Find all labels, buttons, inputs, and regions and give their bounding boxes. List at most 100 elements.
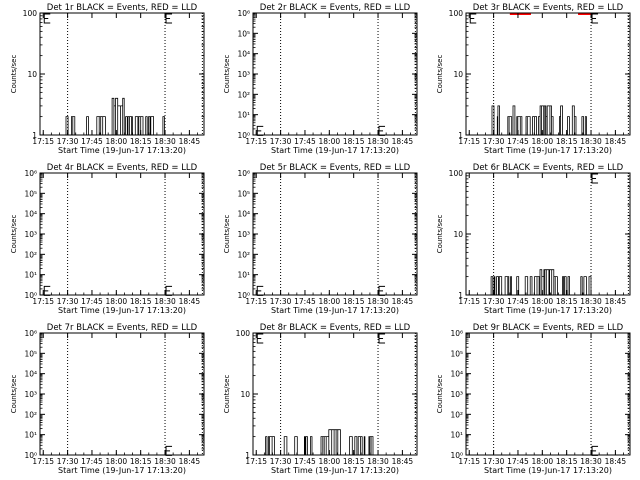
x-tick-label: 17:15 (458, 457, 480, 466)
x-tick-label: 17:15 (32, 297, 54, 306)
x-tick-label: 17:15 (245, 457, 267, 466)
x-tick-label: 17:45 (81, 457, 103, 466)
plot-frame (39, 172, 205, 296)
x-tick-label: 17:15 (245, 297, 267, 306)
panel-title: Det 8r BLACK = Events, RED = LLD (260, 323, 411, 333)
panel-title: Det 6r BLACK = Events, RED = LLD (473, 163, 624, 173)
x-axis-label: Start Time (19-Jun-17 17:13:20) (484, 306, 612, 315)
y-tick-label: 10⁰ (237, 291, 250, 300)
events-series (65, 97, 167, 136)
x-tick-label: 17:30 (270, 457, 292, 466)
y-tick-label: 10⁴ (237, 210, 250, 219)
x-tick-label: 18:30 (580, 457, 602, 466)
legend-glyph (165, 285, 173, 296)
y-tick-label: 10² (237, 90, 250, 99)
x-tick-label: 17:15 (245, 137, 267, 146)
plot-frame (39, 12, 205, 136)
y-tick-label: 10⁶ (450, 329, 463, 338)
x-tick-label: 17:15 (32, 457, 54, 466)
x-tick-label: 18:00 (319, 457, 341, 466)
panel-title: Det 5r BLACK = Events, RED = LLD (260, 163, 411, 173)
y-tick-label: 10 (453, 70, 463, 79)
y-axis-label: Counts/sec (436, 375, 444, 414)
y-axis-label: Counts/sec (10, 215, 18, 254)
x-tick-label: 18:45 (179, 137, 201, 146)
legend-glyph (256, 285, 264, 296)
panel-title: Det 9r BLACK = Events, RED = LLD (473, 323, 624, 333)
legend-glyph (378, 125, 386, 136)
plot-frame (252, 12, 418, 136)
x-axis-label: Start Time (19-Jun-17 17:13:20) (58, 146, 186, 155)
y-tick-label: 10⁴ (24, 210, 37, 219)
x-tick-label: 17:30 (270, 297, 292, 306)
y-tick-label: 10² (24, 410, 37, 419)
x-axis-label: Start Time (19-Jun-17 17:13:20) (271, 306, 399, 315)
x-tick-label: 18:45 (392, 457, 414, 466)
x-axis-label: Start Time (19-Jun-17 17:13:20) (58, 306, 186, 315)
y-tick-label: 10² (237, 250, 250, 259)
panel-title: Det 7r BLACK = Events, RED = LLD (47, 323, 198, 333)
legend-glyph (378, 333, 386, 344)
y-tick-label: 10¹ (450, 431, 463, 440)
y-tick-label: 10¹ (237, 271, 250, 280)
y-tick-label: 10⁰ (237, 131, 250, 140)
x-tick-label: 17:30 (57, 137, 79, 146)
y-tick-label: 100 (236, 329, 251, 338)
y-axis-label: Counts/sec (223, 215, 231, 254)
x-tick-label: 17:15 (458, 137, 480, 146)
legend-glyph (165, 445, 173, 456)
x-tick-label: 18:30 (367, 457, 389, 466)
panel-det-5: Det 5r BLACK = Events, RED = LLD Counts/s… (223, 163, 418, 315)
legend-glyph (469, 13, 477, 24)
y-tick-label: 10³ (237, 70, 250, 79)
y-axis-label: Counts/sec (223, 55, 231, 94)
y-axis-label: Counts/sec (10, 375, 18, 414)
x-axis-label: Start Time (19-Jun-17 17:13:20) (271, 466, 399, 475)
y-tick-label: 1 (245, 451, 250, 460)
y-tick-label: 10 (453, 230, 463, 239)
x-tick-label: 18:00 (532, 137, 554, 146)
x-tick-label: 17:30 (57, 457, 79, 466)
x-tick-label: 18:15 (343, 457, 365, 466)
panel-det-6: Det 6r BLACK = Events, RED = LLD Counts/s… (436, 163, 631, 315)
x-axis-label: Start Time (19-Jun-17 17:13:20) (271, 146, 399, 155)
x-tick-label: 18:15 (130, 137, 152, 146)
legend-glyph (591, 445, 599, 456)
y-tick-label: 10³ (24, 230, 37, 239)
x-tick-label: 18:30 (580, 137, 602, 146)
y-tick-label: 10² (24, 250, 37, 259)
x-tick-label: 18:45 (605, 297, 627, 306)
panel-det-3: Det 3r BLACK = Events, RED = LLD Counts/s… (436, 3, 631, 155)
y-tick-label: 10¹ (237, 111, 250, 120)
x-tick-label: 17:30 (483, 137, 505, 146)
x-tick-label: 17:45 (81, 137, 103, 146)
y-tick-label: 10⁰ (24, 291, 37, 300)
y-tick-label: 10³ (24, 390, 37, 399)
y-tick-label: 10⁵ (24, 189, 37, 198)
y-tick-label: 10⁴ (24, 370, 37, 379)
plot-frame (252, 172, 418, 296)
y-tick-label: 10 (240, 390, 250, 399)
y-tick-label: 1 (32, 131, 37, 140)
events-series (262, 429, 378, 456)
legend-glyph (165, 13, 173, 24)
legend-glyph (591, 173, 599, 184)
x-tick-label: 17:45 (294, 297, 316, 306)
y-tick-label: 100 (449, 169, 464, 178)
y-tick-label: 10⁶ (24, 329, 37, 338)
x-tick-label: 18:00 (106, 137, 128, 146)
y-axis-label: Counts/sec (436, 215, 444, 254)
x-tick-label: 18:45 (392, 297, 414, 306)
y-tick-label: 10⁵ (237, 29, 250, 38)
panel-title: Det 3r BLACK = Events, RED = LLD (473, 3, 624, 13)
legend-glyph (591, 13, 599, 24)
x-tick-label: 18:00 (106, 457, 128, 466)
x-tick-label: 18:15 (556, 297, 578, 306)
y-tick-label: 1 (458, 291, 463, 300)
x-tick-label: 17:15 (32, 137, 54, 146)
x-tick-label: 18:15 (130, 457, 152, 466)
x-tick-label: 17:30 (483, 457, 505, 466)
x-tick-label: 18:15 (556, 137, 578, 146)
panel-title: Det 2r BLACK = Events, RED = LLD (260, 3, 411, 13)
y-tick-label: 10⁴ (237, 50, 250, 59)
